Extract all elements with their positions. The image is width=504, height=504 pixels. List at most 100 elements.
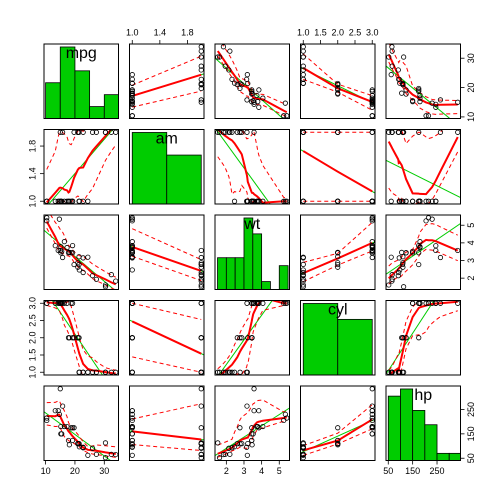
point xyxy=(216,455,223,461)
point xyxy=(410,99,416,105)
y-tick-label: 3.0 xyxy=(27,297,37,310)
y-tick-label: 4 xyxy=(466,240,476,245)
y-tick-label: 250 xyxy=(466,402,476,417)
hist-bar xyxy=(103,94,119,119)
point xyxy=(437,254,444,261)
y-tick-label: 1.8 xyxy=(27,140,37,153)
point xyxy=(198,386,204,392)
point xyxy=(389,369,395,375)
point xyxy=(335,129,341,135)
point xyxy=(129,215,135,221)
spread-line xyxy=(61,300,116,371)
point xyxy=(198,67,204,73)
panel xyxy=(300,129,376,205)
point xyxy=(416,85,422,92)
point xyxy=(437,300,444,306)
point xyxy=(129,113,135,119)
point xyxy=(300,255,306,261)
y-tick-label: 1.5 xyxy=(27,349,37,362)
point xyxy=(71,335,77,341)
point xyxy=(455,99,461,105)
point xyxy=(369,99,375,105)
point xyxy=(231,444,238,450)
regression-line xyxy=(215,129,271,204)
point xyxy=(102,282,109,288)
point xyxy=(396,76,402,82)
panel-plot xyxy=(300,386,375,461)
point xyxy=(60,254,66,261)
point xyxy=(369,431,375,437)
point xyxy=(198,425,204,431)
point xyxy=(300,44,306,50)
y-tick-label: 1.0 xyxy=(27,366,37,379)
panel xyxy=(385,43,461,119)
point xyxy=(335,91,341,97)
point xyxy=(129,267,135,273)
spread-line xyxy=(217,300,287,370)
hist-bar xyxy=(89,106,105,119)
regression-line xyxy=(386,300,435,375)
point xyxy=(244,72,250,78)
point xyxy=(76,441,82,447)
point xyxy=(369,415,375,421)
panel xyxy=(385,129,461,205)
point xyxy=(58,250,64,256)
panel-plot xyxy=(44,215,119,290)
point xyxy=(433,101,439,107)
point xyxy=(403,198,409,204)
point xyxy=(429,216,435,222)
point xyxy=(198,97,204,103)
point xyxy=(129,437,135,444)
panel-plot xyxy=(44,386,119,461)
spread-line xyxy=(50,215,116,278)
point xyxy=(416,335,422,341)
smooth-line xyxy=(302,67,373,103)
point xyxy=(429,198,435,204)
x-tick-label: 250 xyxy=(430,466,445,476)
point xyxy=(198,254,204,261)
point xyxy=(231,198,238,204)
point xyxy=(222,451,228,457)
point xyxy=(249,335,255,341)
panel-plot xyxy=(215,129,290,204)
point xyxy=(255,423,261,430)
hist-bar xyxy=(252,233,263,290)
point xyxy=(423,300,429,306)
point xyxy=(300,441,306,447)
point xyxy=(198,247,204,254)
point xyxy=(335,261,341,268)
point xyxy=(335,250,341,256)
smooth-line xyxy=(302,150,373,193)
panel-frame xyxy=(385,214,461,290)
panel-frame xyxy=(43,43,119,119)
point xyxy=(369,243,375,249)
y-tick-label: 5 xyxy=(466,223,476,228)
point xyxy=(416,261,422,268)
point xyxy=(369,411,375,417)
point xyxy=(256,300,262,306)
point xyxy=(244,198,250,204)
point xyxy=(113,451,119,458)
point xyxy=(300,284,306,290)
x-tick-label: 2.5 xyxy=(349,27,362,37)
point xyxy=(129,80,135,86)
x-tick-label: 30 xyxy=(99,466,109,476)
spread-line xyxy=(132,228,202,261)
y-tick-label: 50 xyxy=(466,453,476,463)
smooth-line xyxy=(388,238,459,280)
point xyxy=(55,408,61,414)
spread-line xyxy=(46,304,84,375)
point xyxy=(335,425,341,431)
y-tick-label: 1.0 xyxy=(27,195,37,208)
hist-bar xyxy=(337,318,373,375)
point xyxy=(410,300,416,306)
point xyxy=(388,72,394,78)
point xyxy=(282,300,288,306)
point xyxy=(389,278,395,284)
point xyxy=(256,408,262,414)
point xyxy=(220,451,227,458)
point xyxy=(198,54,204,60)
point xyxy=(113,278,119,284)
panel-frame xyxy=(214,129,290,205)
